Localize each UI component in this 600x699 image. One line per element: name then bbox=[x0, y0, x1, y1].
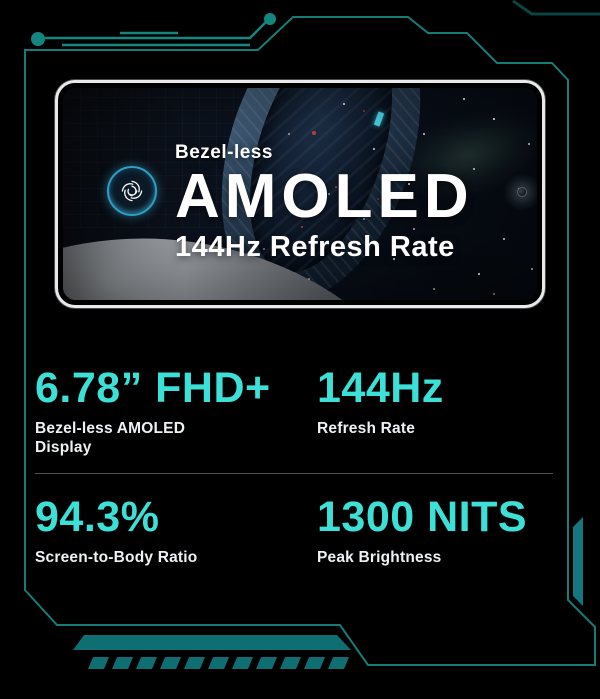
spec-divider bbox=[35, 472, 553, 474]
screen-copy: Bezel-less AMOLED 144Hz Refresh Rate bbox=[175, 141, 474, 264]
spec-display-size: 6.78” FHD+ Bezel-less AMOLED Display bbox=[35, 364, 317, 458]
frame-border bbox=[24, 16, 596, 666]
headline-text: AMOLED bbox=[175, 162, 474, 231]
bottom-dash-strip bbox=[88, 657, 349, 669]
corner-trace-line bbox=[512, 0, 600, 16]
spec-label: Bezel-less AMOLED Display bbox=[35, 420, 186, 457]
circuit-node-right-icon bbox=[264, 13, 276, 25]
front-camera-punch-hole-icon bbox=[517, 187, 527, 197]
spec-refresh-rate: 144Hz Refresh Rate bbox=[317, 364, 555, 458]
spec-value: 144Hz bbox=[317, 364, 444, 412]
spec-row-1: 6.78” FHD+ Bezel-less AMOLED Display 144… bbox=[35, 364, 555, 458]
phone-screen: Bezel-less AMOLED 144Hz Refresh Rate bbox=[63, 88, 537, 300]
phone-render: Bezel-less AMOLED 144Hz Refresh Rate bbox=[55, 80, 545, 308]
spec-value: 1300 NITS bbox=[317, 492, 528, 541]
spec-value: 6.78” FHD+ bbox=[35, 364, 271, 412]
spec-label: Refresh Rate bbox=[317, 420, 416, 438]
tagline-text: Bezel-less bbox=[175, 142, 273, 163]
spec-screen-ratio: 94.3% Screen-to-Body Ratio bbox=[35, 492, 317, 568]
spec-section: 6.78” FHD+ Bezel-less AMOLED Display 144… bbox=[35, 364, 555, 568]
fingerprint-icon bbox=[121, 180, 143, 202]
spec-label: Peak Brightness bbox=[317, 549, 442, 567]
fingerprint-badge bbox=[107, 166, 157, 216]
spec-value: 94.3% bbox=[35, 492, 160, 541]
right-accent-bar bbox=[573, 517, 583, 606]
spec-row-2: 94.3% Screen-to-Body Ratio 1300 NITS Pea… bbox=[35, 492, 555, 568]
circuit-trace-a bbox=[45, 21, 267, 40]
spec-label: Screen-to-Body Ratio bbox=[35, 549, 198, 567]
spec-brightness: 1300 NITS Peak Brightness bbox=[317, 492, 555, 568]
subheadline-text: 144Hz Refresh Rate bbox=[175, 231, 455, 263]
bottom-solid-bar bbox=[73, 635, 351, 650]
circuit-node-left-icon bbox=[31, 32, 45, 46]
